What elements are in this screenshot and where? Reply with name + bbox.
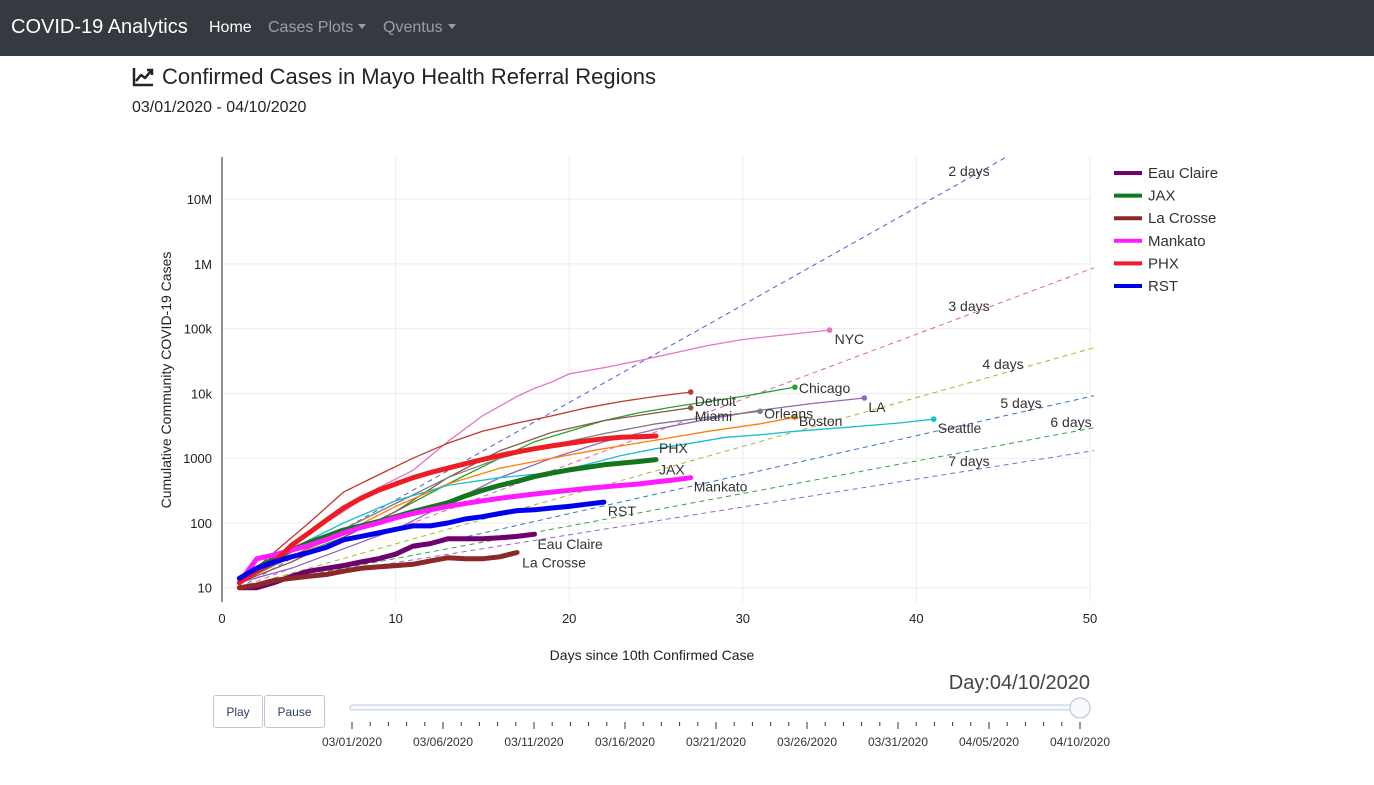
y-tick-label: 100k xyxy=(184,322,213,337)
y-tick-label: 100 xyxy=(190,516,212,531)
series-end-point xyxy=(757,408,763,415)
x-axis-title: Days since 10th Confirmed Case xyxy=(550,647,755,663)
series-lines xyxy=(236,327,937,591)
series-end-point xyxy=(792,414,798,420)
legend-item-label: Mankato xyxy=(1148,233,1206,250)
series-line-orleans xyxy=(238,416,796,584)
doubling-reference-lines xyxy=(239,157,1094,589)
series-end-label: Mankato xyxy=(694,479,748,495)
series-end-label: NYC xyxy=(835,331,865,347)
x-tick-label: 20 xyxy=(562,611,576,626)
series-end-label: Seattle xyxy=(938,420,982,436)
y-tick-label: 10k xyxy=(191,386,212,401)
chevron-down-icon xyxy=(358,24,367,29)
nav-item-cases-plots-label: Cases Plots xyxy=(268,19,354,36)
pause-button[interactable]: Pause xyxy=(264,695,325,728)
slider-tick-label: 03/31/2020 xyxy=(868,735,928,749)
doubling-line-label: 4 days xyxy=(982,356,1023,372)
series-end-label: Detroit xyxy=(695,393,736,409)
x-tick-label: 30 xyxy=(736,611,750,626)
series-line-phx xyxy=(236,433,659,586)
nav-item-cases-plots[interactable]: Cases Plots xyxy=(268,19,367,37)
brand-title[interactable]: COVID-19 Analytics xyxy=(11,16,188,38)
series-end-point xyxy=(826,327,833,333)
y-tick-label: 10M xyxy=(187,192,212,207)
nav-item-qventus[interactable]: Qventus xyxy=(383,19,456,37)
series-end-point xyxy=(687,389,694,395)
nav-item-home[interactable]: Home xyxy=(209,19,252,36)
series-end-label: Miami xyxy=(695,408,732,424)
x-tick-label: 10 xyxy=(388,611,402,626)
series-end-label: PHX xyxy=(659,440,688,456)
legend-item-label: Eau Claire xyxy=(1148,165,1218,182)
series-end-label: Eau Claire xyxy=(537,536,603,552)
chart-grid xyxy=(221,157,1091,602)
series-line-jax xyxy=(236,457,659,586)
series-line-mankato xyxy=(236,475,694,586)
y-axis-title: Cumulative Community COVID-19 Cases xyxy=(158,252,174,509)
y-tick-label: 10 xyxy=(198,581,212,596)
series-end-label: Orleans xyxy=(764,405,813,421)
page-title-text: Confirmed Cases in Mayo Health Referral … xyxy=(162,64,656,89)
series-end-label: Boston xyxy=(799,413,843,429)
series-line-detroit xyxy=(238,391,692,584)
series-line-nyc xyxy=(238,329,831,584)
doubling-line-label: 7 days xyxy=(948,453,989,469)
series-end-label: JAX xyxy=(659,462,685,478)
slider-tick-label: 03/11/2020 xyxy=(504,735,563,749)
date-range: 03/01/2020 - 04/10/2020 xyxy=(132,99,307,116)
legend-item-label: La Crosse xyxy=(1148,210,1216,227)
series-end-label: RST xyxy=(608,503,636,519)
x-tick-label: 40 xyxy=(909,611,923,626)
slider-handle[interactable] xyxy=(1069,697,1091,719)
doubling-line-label: 3 days xyxy=(948,298,989,314)
series-end-point xyxy=(861,395,868,401)
series-end-point xyxy=(687,404,694,411)
slider-tick-label: 03/16/2020 xyxy=(595,735,655,749)
chart-legend[interactable]: Eau Claire JAX La Crosse Mankato PHX RST xyxy=(1114,165,1218,295)
slider-tick-label: 03/21/2020 xyxy=(686,735,746,749)
x-tick-label: 0 xyxy=(218,611,225,626)
current-day-label: Day:04/10/2020 xyxy=(949,672,1090,694)
chevron-down-icon xyxy=(447,24,456,29)
page-title: Confirmed Cases in Mayo Health Referral … xyxy=(132,62,656,92)
slider-tick-label: 04/05/2020 xyxy=(959,735,1019,749)
y-tick-label: 1M xyxy=(194,257,212,272)
doubling-line-label: 5 days xyxy=(1000,395,1041,411)
slider-track[interactable] xyxy=(349,704,1085,711)
slider-tick-label: 03/06/2020 xyxy=(413,735,473,749)
nav-item-qventus-label: Qventus xyxy=(383,19,443,36)
legend-item-label: RST xyxy=(1148,278,1178,295)
series-end-point xyxy=(930,416,937,423)
slider-tick-label: 03/01/2020 xyxy=(322,735,382,749)
top-navbar: COVID-19 Analytics Home Cases Plots Qven… xyxy=(0,0,1374,56)
legend-item-label: JAX xyxy=(1148,188,1176,205)
play-button[interactable]: Play xyxy=(213,695,263,728)
slider-tick-label: 03/26/2020 xyxy=(777,735,837,749)
series-end-label: La Crosse xyxy=(522,555,586,571)
series-line-la-crosse xyxy=(236,550,520,591)
slider-tick-label: 04/10/2020 xyxy=(1050,735,1110,749)
line-chart-icon xyxy=(132,68,154,87)
date-slider[interactable]: 03/01/2020 03/06/2020 03/11/2020 03/16/2020… xyxy=(322,672,1110,749)
series-end-point xyxy=(792,384,798,390)
x-tick-label: 50 xyxy=(1083,611,1097,626)
series-line-seattle xyxy=(238,418,935,584)
doubling-line xyxy=(239,347,1094,589)
doubling-line xyxy=(239,427,1094,589)
doubling-line xyxy=(239,395,1094,589)
doubling-line-label: 2 days xyxy=(948,163,989,179)
doubling-line-label: 6 days xyxy=(1050,414,1091,430)
chart-axes: 0 10 20 30 40 50 10 100 1000 10k 100k 1M 10M Days sin… xyxy=(158,157,1097,663)
y-tick-label: 1000 xyxy=(183,451,212,466)
doubling-line xyxy=(239,157,1008,589)
series-end-label: Chicago xyxy=(799,380,851,396)
legend-item-label: PHX xyxy=(1148,255,1179,272)
series-end-label: LA xyxy=(868,399,886,415)
series-line-rst xyxy=(236,499,607,581)
